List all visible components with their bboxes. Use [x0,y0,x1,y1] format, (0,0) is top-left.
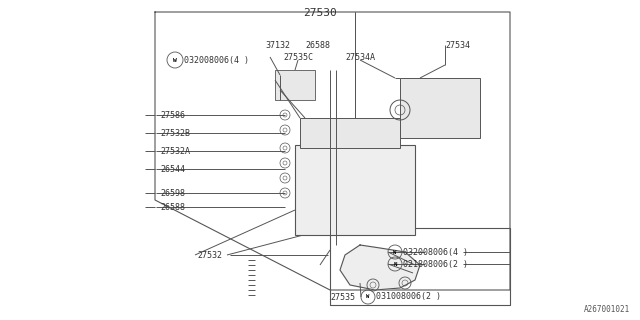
Text: A267001021: A267001021 [584,306,630,315]
Text: 27534: 27534 [445,41,470,50]
Text: 26588: 26588 [160,203,185,212]
Text: 032008006(4 ): 032008006(4 ) [184,55,249,65]
Bar [275,70,315,100]
Text: 27586: 27586 [160,110,185,119]
Text: 27532A: 27532A [160,147,190,156]
Text: 27530: 27530 [303,8,337,18]
Text: W: W [173,58,177,62]
Bar [295,145,415,235]
Bar [300,118,400,148]
Text: 27532: 27532 [197,251,222,260]
Text: W: W [394,250,397,254]
Text: W: W [366,294,370,300]
Text: 27532B: 27532B [160,129,190,138]
Text: 26598: 26598 [160,188,185,197]
Text: N: N [394,261,397,267]
Text: 26588: 26588 [305,41,330,50]
Text: 021808006(2 ): 021808006(2 ) [403,260,468,268]
Text: 032008006(4 ): 032008006(4 ) [403,247,468,257]
Text: 27535C: 27535C [283,52,313,61]
Text: 26544: 26544 [160,164,185,173]
Text: 37132: 37132 [265,41,290,50]
Bar [400,78,480,138]
Text: 031008006(2 ): 031008006(2 ) [376,292,441,301]
Text: 27534A: 27534A [345,52,375,61]
Text: 27535: 27535 [330,292,355,301]
Polygon shape [340,245,420,290]
